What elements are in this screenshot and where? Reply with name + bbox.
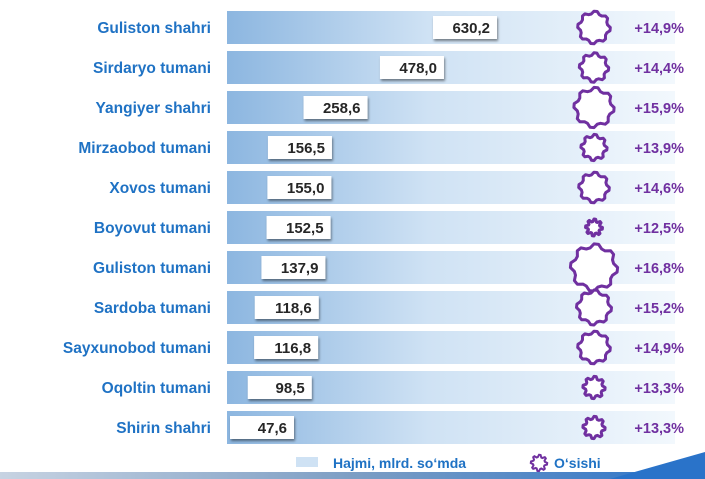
category-label: Sardoba tumani [94,300,211,317]
category-label: Guliston tumani [93,260,211,277]
growth-label: +12,5% [634,221,684,237]
category-label: Yangiyer shahri [96,100,211,117]
value-box [254,336,319,359]
legend-volume-label: Hajmi, mlrd. so‘mda [333,455,466,471]
growth-gear-icon [577,51,611,84]
category-label: Oqoltin tumani [102,380,211,397]
value-label: 116,8 [274,340,311,357]
category-label: Shirin shahri [116,420,211,437]
value-box [261,256,326,279]
growth-gear-icon [576,329,612,366]
value-box [230,416,294,439]
growth-label: +14,9% [634,341,684,357]
value-box [266,216,331,239]
growth-gear-icon [576,9,612,46]
category-label: Mirzaobod tumani [78,140,211,157]
value-label: 118,6 [275,300,312,317]
growth-label: +16,8% [634,261,684,277]
footer-band [0,452,705,479]
value-box [267,136,332,159]
value-label: 155,0 [287,180,325,197]
growth-gear-icon [577,170,611,205]
growth-gear-icon [568,242,620,293]
value-box [247,376,312,399]
growth-gear-icon [575,288,613,327]
legend-growth-label: O‘sishi [554,455,601,471]
growth-gear-icon [584,217,604,238]
legend-growth-gear-icon [529,453,549,473]
value-label: 47,6 [258,420,287,437]
value-label: 478,0 [399,60,437,77]
value-label: 156,5 [287,140,325,157]
legend: Hajmi, mlrd. so‘mda O‘sishi [296,453,601,473]
value-box [267,176,332,199]
value-box [254,296,319,319]
category-label: Boyovut tumani [94,220,211,237]
bar [227,411,675,444]
value-label: 152,5 [286,220,324,237]
growth-label: +15,2% [634,301,684,317]
category-label: Xovos tumani [109,180,211,197]
value-label: 98,5 [276,380,305,397]
category-label: Sayxunobod tumani [63,340,211,357]
growth-label: +14,4% [634,61,684,77]
legend-volume-swatch [296,457,318,467]
category-label: Guliston shahri [97,20,211,37]
value-label: 630,2 [452,20,490,37]
growth-gear-icon [572,85,616,130]
growth-gear-icon [581,374,607,401]
growth-label: +14,6% [634,181,684,197]
category-label: Sirdaryo tumani [93,60,211,77]
value-box [379,56,444,79]
value-label: 137,9 [281,260,319,277]
growth-gear-icon [581,414,607,441]
gears-layer: +14,9% +14,4% +15,9% +13,9% +14,6% +12,5% +16,… [568,9,684,441]
value-box [433,16,497,39]
growth-label: +13,3% [634,421,684,437]
growth-label: +15,9% [634,101,684,117]
growth-label: +13,9% [634,141,684,157]
growth-gear-icon [579,132,609,163]
value-box [303,96,368,119]
growth-label: +14,9% [634,21,684,37]
growth-label: +13,3% [634,381,684,397]
value-label: 258,6 [323,100,361,117]
